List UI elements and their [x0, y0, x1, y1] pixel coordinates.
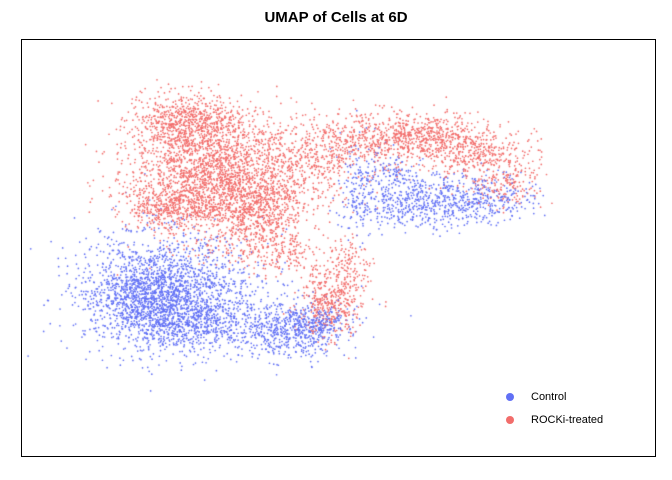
legend-label-rocki-treated: ROCKi-treated [531, 414, 604, 426]
plot-panel: Control ROCKi-treated [21, 39, 656, 457]
scatter-points [22, 40, 655, 456]
legend-label-control: Control [531, 391, 567, 403]
legend-marker-rocki-treated [506, 416, 514, 424]
legend-marker-control [506, 393, 514, 401]
legend-item-rocki-treated: ROCKi-treated [506, 412, 603, 428]
legend-item-control: Control [506, 389, 566, 405]
chart-title: UMAP of Cells at 6D [264, 9, 408, 26]
